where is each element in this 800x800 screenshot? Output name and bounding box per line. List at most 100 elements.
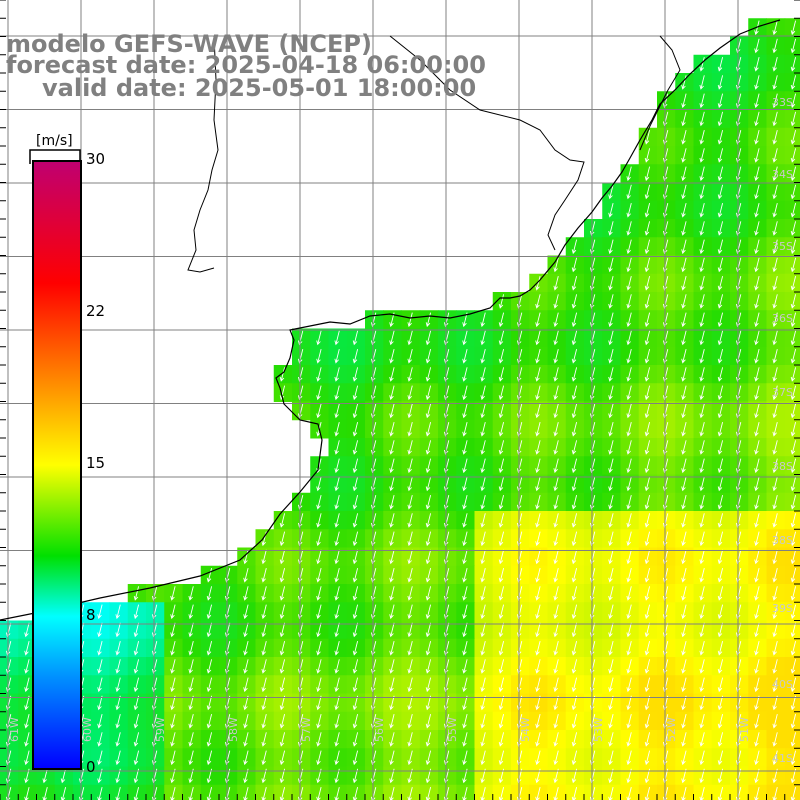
wind-arrow: [772, 275, 778, 291]
wind-arrow: [188, 713, 194, 729]
wind-arrow: [407, 659, 413, 674]
wind-arrow: [115, 713, 121, 729]
wind-arrow: [133, 732, 140, 747]
wind-arrow: [535, 330, 541, 346]
wind-arrow: [681, 476, 687, 492]
wind-arrow: [334, 385, 340, 401]
wind-arrow: [790, 257, 797, 273]
wind-arrow: [644, 476, 651, 492]
wind-arrow: [352, 640, 359, 656]
wind-arrow: [480, 421, 486, 437]
wind-arrow: [644, 677, 651, 693]
wind-arrow: [407, 640, 413, 656]
wind-arrow: [498, 440, 505, 455]
wind-arrow: [498, 513, 505, 528]
wind-arrow: [498, 677, 505, 693]
lon-label-57w: 57W: [300, 717, 313, 742]
lon-label-61w: 61W: [8, 717, 21, 742]
wind-arrow: [279, 750, 286, 766]
wind-arrow: [681, 440, 687, 455]
wind-speed-cells: [0, 18, 800, 800]
wind-arrow: [498, 640, 505, 656]
wind-arrow: [498, 622, 505, 638]
wind-arrow: [352, 348, 359, 364]
wind-arrow: [717, 202, 724, 218]
wind-arrow: [462, 385, 468, 401]
wind-arrow: [188, 604, 194, 620]
wind-arrow: [571, 713, 578, 729]
wind-arrow: [608, 202, 614, 218]
wind-arrow: [608, 294, 614, 309]
wind-arrow: [498, 732, 505, 747]
wind-arrow: [699, 294, 705, 309]
wind-arrow: [133, 640, 140, 656]
wind-arrow: [553, 367, 559, 382]
wind-arrow: [790, 111, 797, 127]
wind-arrow: [699, 476, 705, 492]
wind-arrow: [772, 75, 778, 90]
wind-arrow: [279, 549, 286, 565]
wind-arrow: [644, 184, 651, 200]
wind-arrow: [790, 513, 797, 528]
lat-label-39s: 39S: [772, 602, 793, 615]
wind-arrow: [261, 640, 267, 656]
wind-arrow: [608, 786, 614, 800]
wind-arrow: [772, 604, 778, 620]
wind-speed-cell: [784, 565, 800, 585]
wind-arrow: [389, 494, 395, 510]
colorbar-tick-15: 15: [86, 454, 106, 472]
lon-label-60w: 60W: [81, 717, 94, 742]
wind-speed-cell: [784, 711, 800, 731]
wind-arrow: [790, 38, 797, 54]
wind-arrow: [790, 750, 797, 766]
wind-arrow: [24, 713, 30, 729]
wind-arrow: [571, 659, 578, 674]
wind-arrow: [425, 732, 432, 747]
wind-arrow: [571, 312, 578, 328]
wind-arrow: [644, 604, 651, 620]
wind-arrow: [389, 421, 395, 437]
wind-arrow: [352, 458, 359, 474]
wind-arrow: [626, 239, 632, 255]
wind-arrow: [608, 348, 614, 364]
wind-arrow: [681, 202, 687, 218]
wind-arrow: [790, 713, 797, 729]
wind-arrow: [754, 695, 760, 711]
wind-arrow: [571, 604, 578, 620]
wind-arrow: [188, 659, 194, 674]
wind-arrow: [717, 348, 724, 364]
wind-arrow: [571, 440, 578, 455]
wind-arrow: [626, 476, 632, 492]
wind-arrow: [352, 531, 359, 547]
wind-arrow: [480, 640, 486, 656]
wind-arrow: [352, 750, 359, 766]
wind-arrow: [170, 750, 176, 766]
lon-label-53w: 53W: [592, 717, 605, 742]
wind-arrow: [498, 476, 505, 492]
wind-arrow: [681, 403, 687, 419]
wind-arrow: [316, 513, 322, 528]
wind-arrow: [480, 695, 486, 711]
wind-arrow: [261, 586, 267, 601]
wind-arrow: [754, 494, 760, 510]
wind-arrow: [24, 695, 30, 711]
wind-speed-cell: [784, 164, 800, 183]
wind-arrow: [790, 148, 797, 163]
wind-arrow: [334, 494, 340, 510]
wind-arrow: [717, 750, 724, 766]
wind-arrow: [790, 586, 797, 601]
wind-speed-cell: [784, 438, 800, 457]
wind-arrow: [790, 75, 797, 90]
wind-arrow: [243, 549, 249, 565]
wind-arrows: [5, 20, 797, 800]
wind-arrow: [115, 659, 121, 674]
wind-arrow: [681, 750, 687, 766]
wind-arrow: [571, 330, 578, 346]
wind-arrow: [498, 695, 505, 711]
wind-arrow: [717, 56, 724, 72]
wind-arrow: [498, 586, 505, 601]
wind-arrow: [754, 148, 760, 163]
wind-arrow: [790, 458, 797, 474]
wind-arrow: [644, 312, 651, 328]
wind-arrow: [644, 202, 651, 218]
